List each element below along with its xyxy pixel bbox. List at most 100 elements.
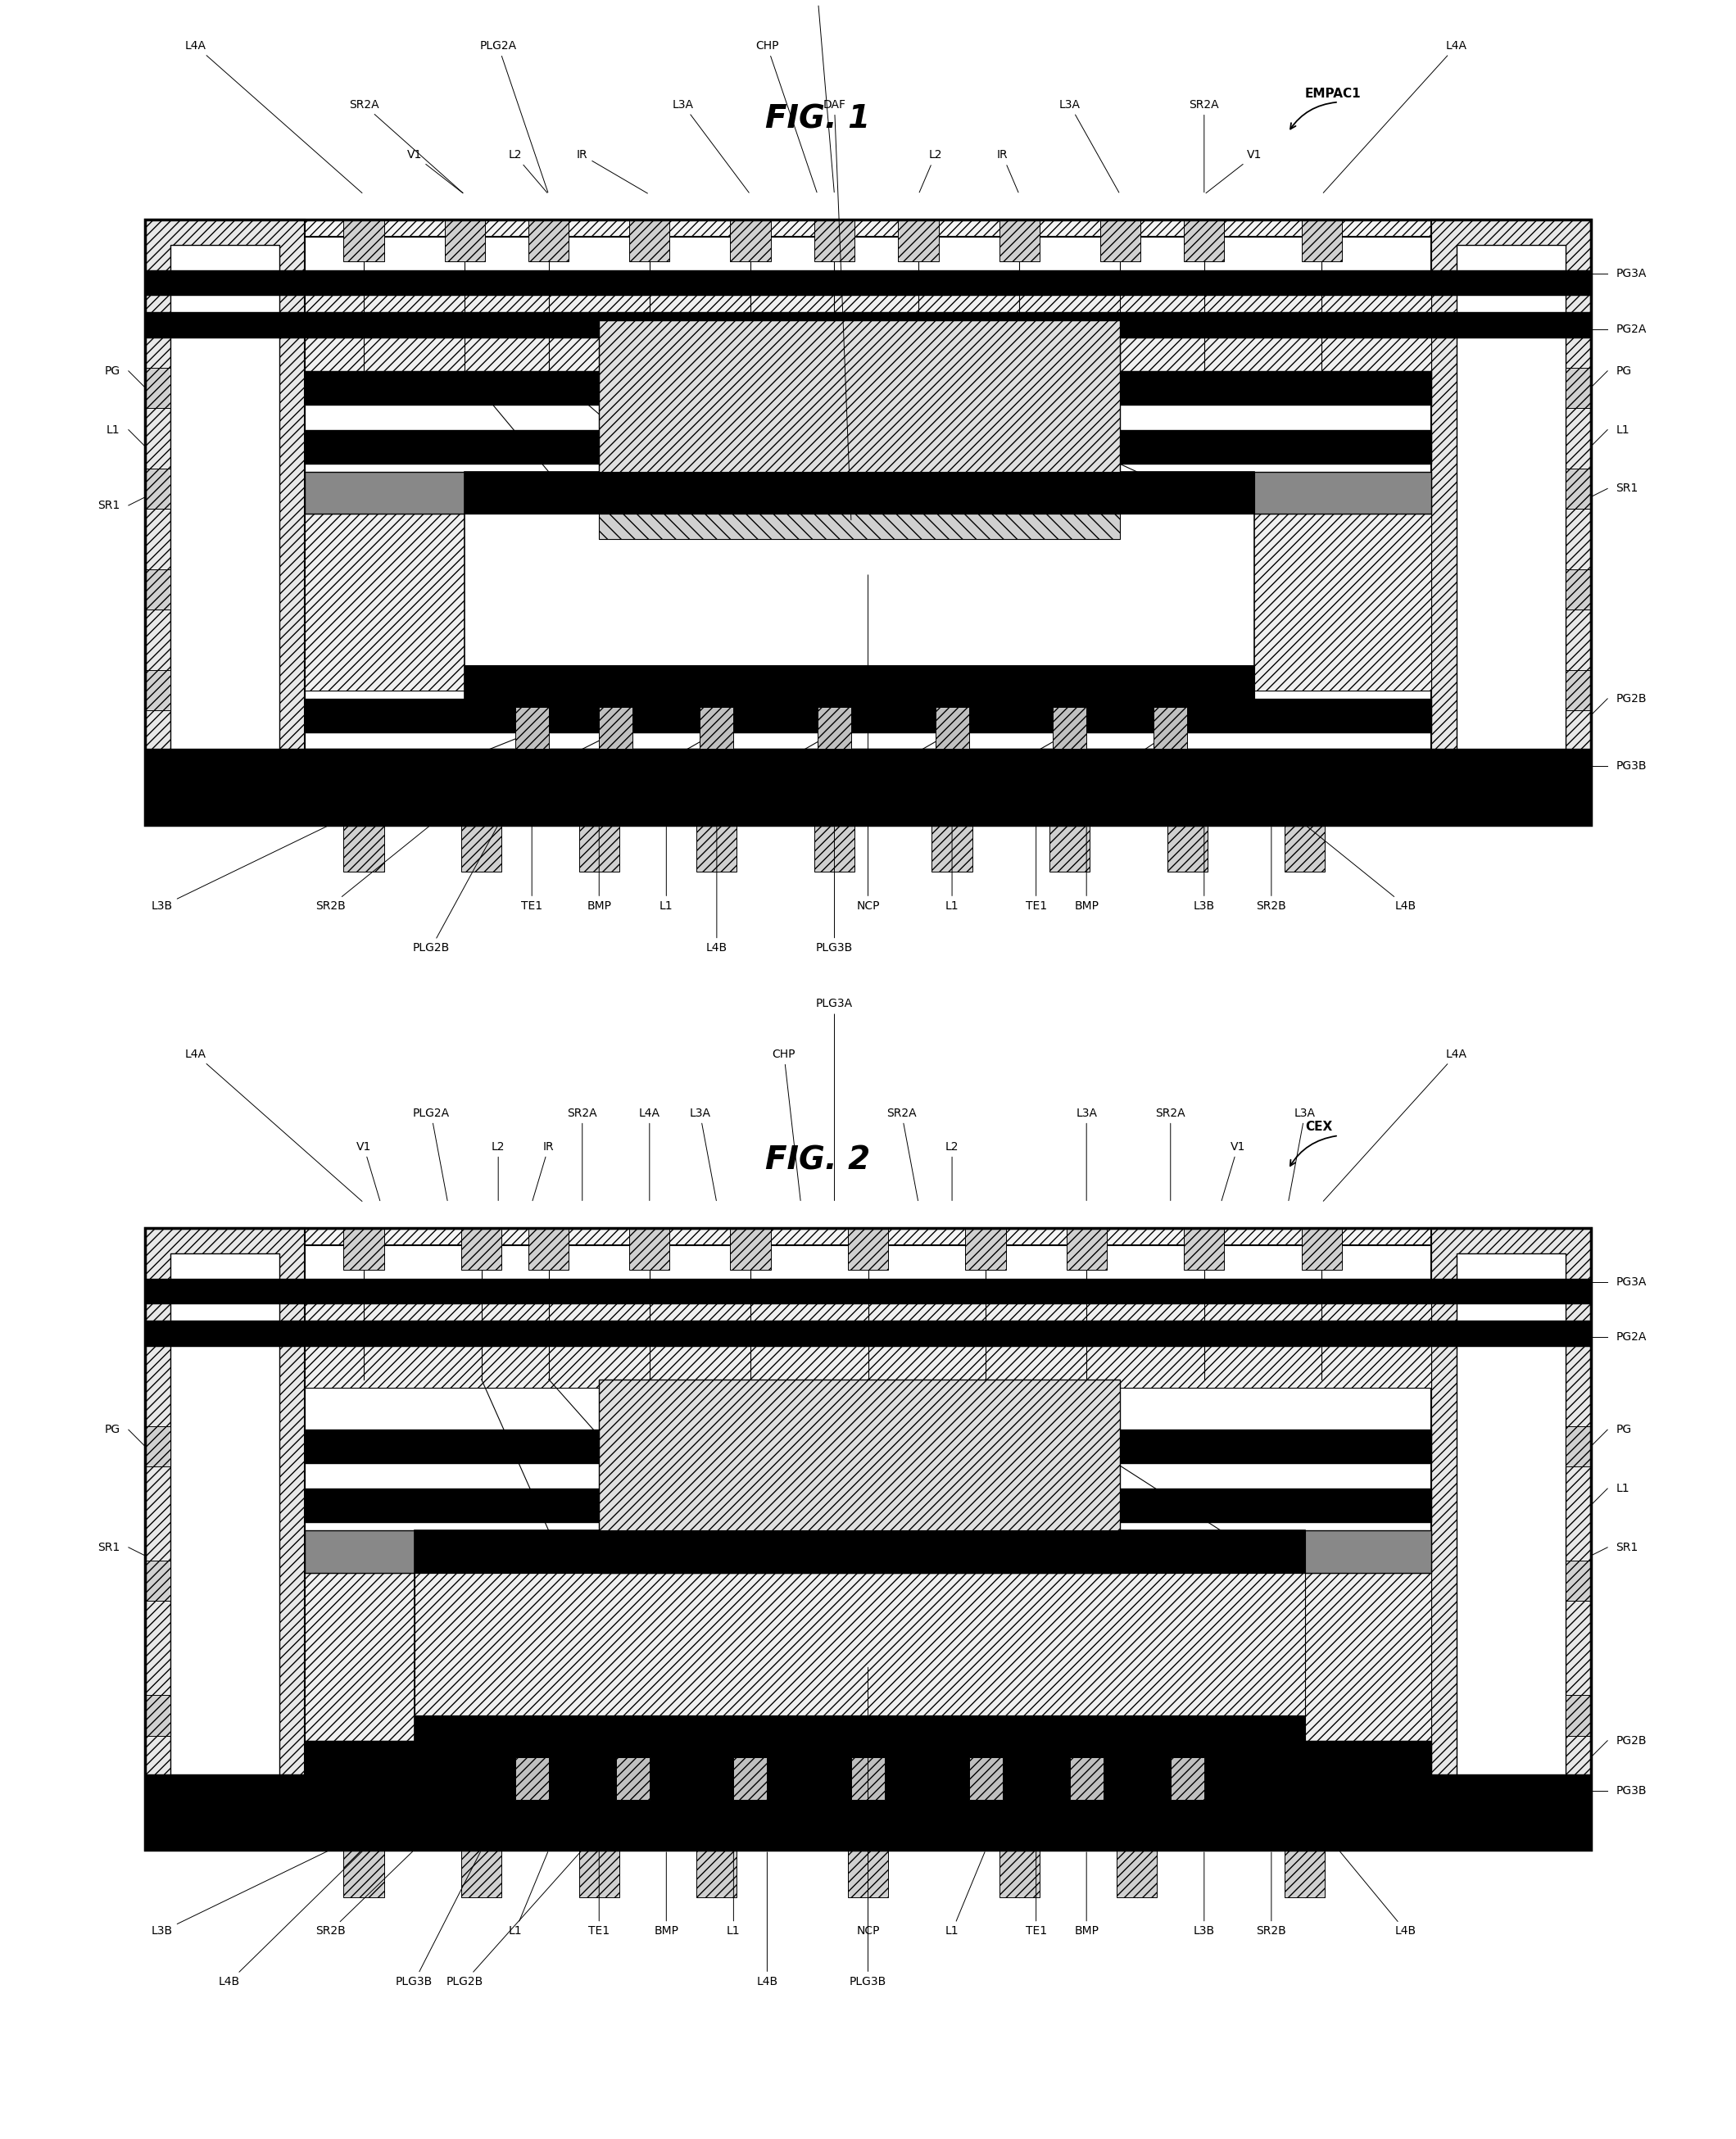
Bar <box>528 1228 569 1271</box>
Text: V1: V1 <box>1222 1140 1245 1200</box>
Text: PG2A: PG2A <box>1616 1333 1646 1343</box>
Text: L3B: L3B <box>1193 828 1215 911</box>
Bar <box>465 665 1255 708</box>
Bar <box>1566 670 1590 710</box>
Text: L1: L1 <box>944 1852 984 1938</box>
Bar <box>1184 220 1224 261</box>
Bar <box>1101 220 1141 261</box>
Text: PLG3A: PLG3A <box>816 999 852 1200</box>
Text: L1: L1 <box>106 424 120 436</box>
Bar <box>146 220 1590 826</box>
Bar <box>1066 1228 1106 1271</box>
Text: TE1: TE1 <box>1026 1801 1047 1938</box>
Text: L1: L1 <box>1616 1482 1630 1495</box>
Text: V1: V1 <box>356 1140 380 1200</box>
Bar <box>578 1850 620 1897</box>
Text: L3B: L3B <box>1193 1852 1215 1938</box>
Text: PG3A: PG3A <box>1616 1277 1646 1288</box>
Text: SR2A: SR2A <box>349 98 464 193</box>
Text: SR1: SR1 <box>97 501 120 511</box>
Bar <box>1430 1228 1590 1850</box>
Bar <box>306 430 1430 464</box>
Text: L2: L2 <box>509 150 547 193</box>
Text: CHP: CHP <box>773 1048 800 1200</box>
Text: L4A: L4A <box>1323 1048 1467 1202</box>
Text: IR: IR <box>996 150 1019 193</box>
Bar <box>599 1380 1120 1572</box>
Text: L1: L1 <box>660 828 674 911</box>
Bar <box>1000 1850 1040 1897</box>
Bar <box>1285 1850 1325 1897</box>
Bar <box>851 1758 885 1799</box>
Text: BMP: BMP <box>654 1852 679 1938</box>
Bar <box>1184 1228 1224 1271</box>
Bar <box>306 1429 1430 1463</box>
Bar <box>462 1228 502 1271</box>
Bar <box>528 220 569 261</box>
Bar <box>1302 220 1342 261</box>
Text: PG2B: PG2B <box>1616 693 1647 704</box>
Text: L4A: L4A <box>186 1048 363 1202</box>
Bar <box>814 826 854 873</box>
Text: PLG2A: PLG2A <box>479 41 549 193</box>
Bar <box>1457 1253 1566 1825</box>
Text: PG3B: PG3B <box>1616 1786 1647 1797</box>
Bar <box>344 220 384 261</box>
Bar <box>1052 708 1087 749</box>
Text: FIG. 1: FIG. 1 <box>766 103 870 135</box>
Bar <box>1566 1696 1590 1735</box>
Bar <box>1566 1561 1590 1602</box>
Text: IR: IR <box>576 150 648 193</box>
Bar <box>146 312 1590 338</box>
Text: SR1: SR1 <box>1616 1542 1639 1553</box>
Bar <box>146 569 170 610</box>
Bar <box>306 513 1430 691</box>
Bar <box>306 749 1430 783</box>
Bar <box>465 473 1255 708</box>
Bar <box>146 1427 170 1467</box>
Text: L1: L1 <box>509 1852 549 1938</box>
Bar <box>306 1489 1430 1523</box>
Text: L4A: L4A <box>1323 41 1467 193</box>
Text: L3B: L3B <box>151 826 328 911</box>
Text: PLG3B: PLG3B <box>816 828 852 954</box>
Bar <box>306 1572 1430 1741</box>
Bar <box>630 220 670 261</box>
Text: L3B: L3B <box>151 1850 328 1938</box>
Text: PG2B: PG2B <box>1616 1735 1647 1745</box>
Bar <box>344 1228 384 1271</box>
Bar <box>696 1850 736 1897</box>
Bar <box>306 370 1430 404</box>
Bar <box>516 1758 549 1799</box>
Text: L4A: L4A <box>186 41 363 193</box>
Bar <box>932 826 972 873</box>
Bar <box>146 1773 1590 1850</box>
Text: V1: V1 <box>1207 150 1262 193</box>
Bar <box>344 826 384 873</box>
Bar <box>814 220 854 261</box>
Text: L4B: L4B <box>1307 826 1417 911</box>
Text: V1: V1 <box>406 150 464 193</box>
Text: SR2A: SR2A <box>1189 98 1219 193</box>
Bar <box>731 220 771 261</box>
Bar <box>1566 368 1590 409</box>
Text: EMPAC1: EMPAC1 <box>1305 88 1361 101</box>
Bar <box>630 1228 670 1271</box>
Bar <box>344 1850 384 1897</box>
Bar <box>306 1532 1430 1572</box>
Bar <box>818 708 851 749</box>
Bar <box>146 749 1590 826</box>
Bar <box>1069 1758 1104 1799</box>
Bar <box>936 708 969 749</box>
Text: PLG2A: PLG2A <box>413 1108 450 1200</box>
Bar <box>146 1696 170 1735</box>
Text: PG: PG <box>1616 366 1632 376</box>
Text: L2: L2 <box>946 1140 958 1200</box>
Bar <box>306 473 1430 513</box>
Text: L4B: L4B <box>707 828 727 954</box>
FancyArrowPatch shape <box>1290 103 1337 128</box>
Bar <box>146 774 1590 800</box>
Bar <box>146 1320 1590 1345</box>
Bar <box>146 1228 1590 1850</box>
Bar <box>1116 1850 1158 1897</box>
